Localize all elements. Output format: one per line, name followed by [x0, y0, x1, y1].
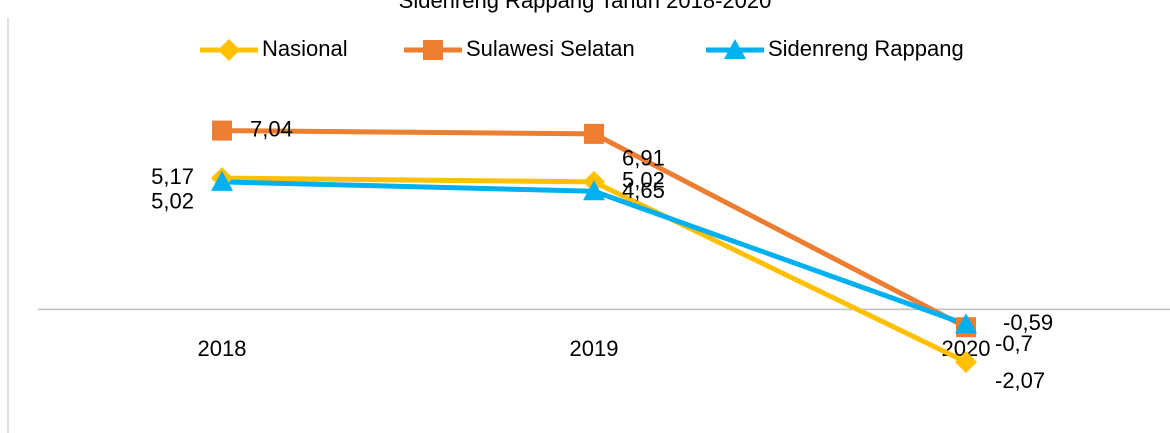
data-label: 5,02: [622, 168, 665, 193]
chart-title: Sidenreng Rappang Tahun 2018-2020: [399, 0, 772, 13]
data-label: -2,07: [995, 368, 1045, 393]
data-point: [955, 350, 977, 373]
legend-label: Nasional: [262, 36, 348, 61]
legend-label: Sidenreng Rappang: [768, 36, 964, 61]
data-label: 4,65: [622, 178, 665, 203]
series-line: [221, 179, 967, 327]
legend-marker: [423, 40, 443, 60]
data-label: 5,02: [151, 189, 194, 214]
data-point: [955, 313, 977, 334]
x-tick-label: 2018: [198, 336, 247, 361]
data-label: 7,04: [250, 116, 293, 141]
data-point: [212, 120, 232, 141]
data-label: 6,91: [622, 146, 665, 171]
data-point: [584, 123, 604, 144]
data-label: -0,59: [1003, 310, 1053, 335]
legend-marker: [218, 39, 240, 61]
data-point: [583, 180, 605, 201]
legend-marker: [724, 39, 746, 59]
data-label: -0,7: [995, 331, 1033, 356]
data-label: 5,17: [151, 164, 194, 189]
data-point: [211, 170, 233, 191]
x-tick-label: 2019: [570, 336, 619, 361]
legend-label: Sulawesi Selatan: [466, 36, 635, 61]
series-line: [221, 128, 968, 330]
